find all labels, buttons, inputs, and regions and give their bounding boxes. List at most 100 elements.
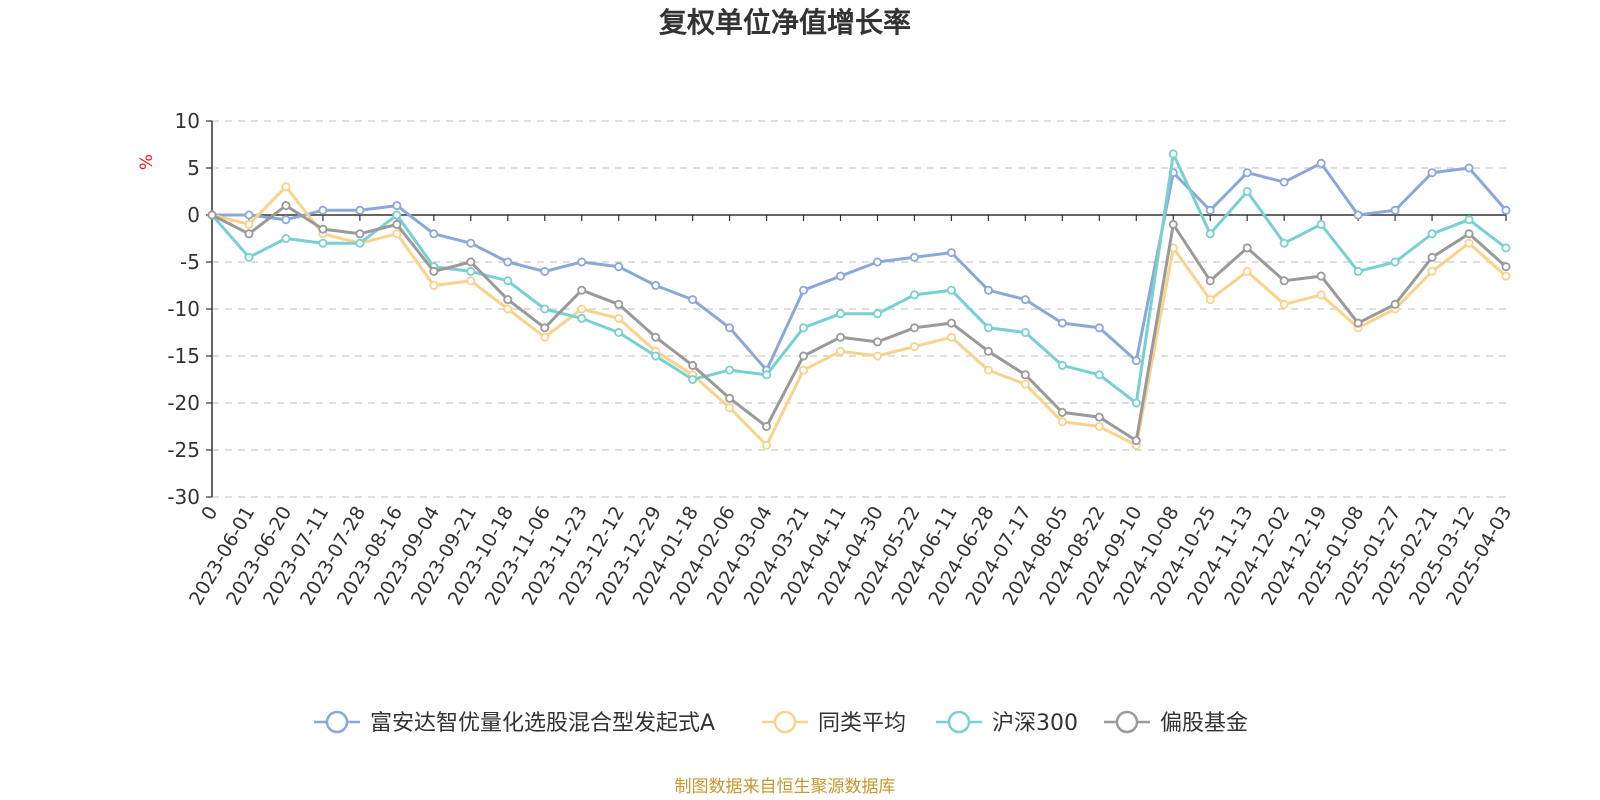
data-point bbox=[244, 219, 254, 229]
y-tick-label: 0 bbox=[187, 203, 200, 227]
data-point bbox=[725, 403, 735, 413]
data-point bbox=[244, 210, 254, 220]
data-point bbox=[1020, 379, 1030, 389]
data-point bbox=[725, 365, 735, 375]
data-point bbox=[429, 266, 439, 276]
data-point bbox=[651, 332, 661, 342]
data-point bbox=[946, 285, 956, 295]
data-point bbox=[725, 393, 735, 403]
data-point bbox=[836, 332, 846, 342]
data-point bbox=[355, 205, 365, 215]
data-point bbox=[429, 229, 439, 239]
data-point bbox=[1168, 149, 1178, 159]
data-point bbox=[540, 332, 550, 342]
data-point bbox=[1205, 295, 1215, 305]
data-point bbox=[503, 295, 513, 305]
data-point bbox=[614, 262, 624, 272]
data-point bbox=[466, 238, 476, 248]
data-point bbox=[577, 313, 587, 323]
data-point bbox=[281, 201, 291, 211]
data-point bbox=[1464, 215, 1474, 225]
data-point bbox=[1427, 229, 1437, 239]
data-point bbox=[1316, 158, 1326, 168]
data-point bbox=[503, 276, 513, 286]
data-point bbox=[207, 210, 217, 220]
data-point bbox=[909, 252, 919, 262]
data-point bbox=[281, 215, 291, 225]
data-point bbox=[1427, 168, 1437, 178]
data-point bbox=[799, 285, 809, 295]
data-point bbox=[1094, 370, 1104, 380]
data-point bbox=[318, 238, 328, 248]
legend-item-1[interactable]: 同类平均 bbox=[762, 710, 906, 736]
data-point bbox=[1131, 436, 1141, 446]
data-point bbox=[872, 351, 882, 361]
data-point bbox=[799, 351, 809, 361]
legend-item-2[interactable]: 沪深300 bbox=[936, 710, 1078, 736]
data-point bbox=[1020, 295, 1030, 305]
data-point bbox=[1353, 266, 1363, 276]
data-point bbox=[1057, 318, 1067, 328]
data-point bbox=[872, 337, 882, 347]
legend[interactable]: 富安达智优量化选股混合型发起式A 同类平均 沪深300 偏股基金 bbox=[314, 710, 1248, 736]
data-point bbox=[318, 224, 328, 234]
legend-marker-icon bbox=[325, 710, 349, 734]
data-point bbox=[1390, 299, 1400, 309]
data-point bbox=[1168, 219, 1178, 229]
data-point bbox=[577, 257, 587, 267]
legend-item-3[interactable]: 偏股基金 bbox=[1104, 710, 1248, 736]
data-point bbox=[540, 304, 550, 314]
data-point bbox=[983, 346, 993, 356]
y-tick-label: -25 bbox=[167, 438, 200, 462]
series-line-3 bbox=[211, 204, 1507, 443]
data-source-note: 制图数据来自恒生聚源数据库 bbox=[675, 777, 896, 797]
data-point bbox=[1316, 290, 1326, 300]
data-point bbox=[1242, 243, 1252, 253]
data-point bbox=[614, 299, 624, 309]
data-point bbox=[1020, 327, 1030, 337]
legend-label: 沪深300 bbox=[992, 711, 1078, 736]
data-point bbox=[503, 304, 513, 314]
data-point bbox=[1464, 229, 1474, 239]
data-point bbox=[614, 327, 624, 337]
data-point bbox=[281, 233, 291, 243]
data-point bbox=[946, 248, 956, 258]
data-point bbox=[1427, 266, 1437, 276]
data-point bbox=[1242, 168, 1252, 178]
data-point bbox=[836, 309, 846, 319]
data-point bbox=[281, 182, 291, 192]
data-point bbox=[540, 323, 550, 333]
data-point bbox=[1353, 210, 1363, 220]
data-point bbox=[1094, 323, 1104, 333]
data-point bbox=[946, 318, 956, 328]
data-point bbox=[688, 360, 698, 370]
legend-marker-icon bbox=[1115, 710, 1139, 734]
data-point bbox=[946, 332, 956, 342]
legend-label: 同类平均 bbox=[818, 711, 906, 736]
legend-label: 偏股基金 bbox=[1160, 711, 1248, 736]
data-point bbox=[688, 295, 698, 305]
data-point bbox=[577, 285, 587, 295]
data-point bbox=[836, 346, 846, 356]
data-point bbox=[1131, 356, 1141, 366]
chart-title: 复权单位净值增长率 bbox=[659, 6, 911, 39]
data-point bbox=[244, 252, 254, 262]
legend-item-0[interactable]: 富安达智优量化选股混合型发起式A bbox=[314, 710, 715, 736]
data-point bbox=[1094, 421, 1104, 431]
data-point bbox=[1501, 243, 1511, 253]
data-point bbox=[1057, 407, 1067, 417]
data-point bbox=[1205, 205, 1215, 215]
y-axis-unit: % bbox=[137, 154, 157, 170]
data-point bbox=[614, 313, 624, 323]
data-point bbox=[872, 309, 882, 319]
data-point bbox=[1501, 262, 1511, 272]
data-point bbox=[799, 365, 809, 375]
data-point bbox=[909, 342, 919, 352]
data-point bbox=[318, 205, 328, 215]
data-point bbox=[983, 323, 993, 333]
data-point bbox=[429, 280, 439, 290]
x-tick-label: 0 bbox=[197, 503, 222, 524]
data-point bbox=[392, 219, 402, 229]
data-point bbox=[1427, 252, 1437, 262]
data-point bbox=[1316, 271, 1326, 281]
